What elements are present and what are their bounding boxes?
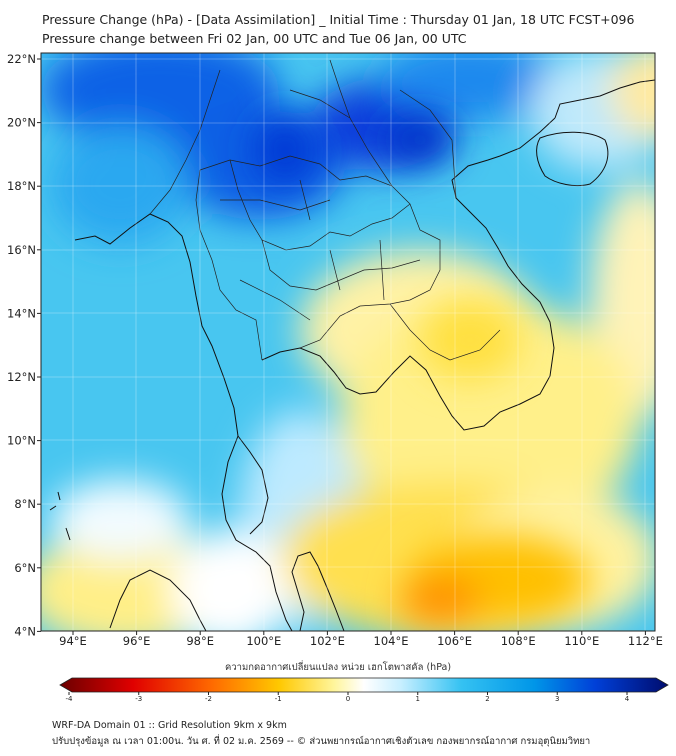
- map-subtitle: Pressure change between Fri 02 Jan, 00 U…: [42, 31, 467, 46]
- lon-tick-label: 110°E: [564, 634, 599, 648]
- colorbar-tick-label: -1: [275, 695, 282, 703]
- map-title: Pressure Change (hPa) - [Data Assimilati…: [42, 12, 635, 27]
- lat-tick-label: 14°N: [7, 306, 36, 320]
- lon-tick-label: 96°E: [123, 634, 151, 648]
- lat-tick-label: 4°N: [14, 624, 36, 638]
- lon-tick-label: 104°E: [374, 634, 409, 648]
- footer-credits: ปรับปรุงข้อมูล ณ เวลา 01:00น. วัน ศ. ที่…: [52, 736, 591, 747]
- lat-tick-label: 16°N: [7, 243, 36, 257]
- lon-tick-label: 94°E: [59, 634, 87, 648]
- longitude-ticks: 94°E 96°E 98°E 100°E 102°E 104°E 106°E 108°E 110…: [59, 631, 663, 648]
- lon-tick-label: 106°E: [437, 634, 472, 648]
- province-borders: [149, 59, 501, 361]
- graticule: [41, 53, 655, 631]
- lat-tick-label: 20°N: [7, 116, 36, 130]
- lat-tick-label: 6°N: [14, 561, 36, 575]
- lon-tick-label: 100°E: [246, 634, 281, 648]
- lon-tick-label: 108°E: [501, 634, 536, 648]
- colorbar-tick-label: 4: [625, 695, 630, 703]
- colorbar-tick-label: 2: [485, 695, 489, 703]
- coastlines: [49, 79, 655, 631]
- colorbar-tick-label: -2: [205, 695, 212, 703]
- colorbar-tick-label: -4: [66, 695, 74, 703]
- lon-tick-label: 112°E: [628, 634, 663, 648]
- lat-tick-label: 8°N: [14, 497, 36, 511]
- colorbar-ticks: -4 -3 -2 -1 0 1 2 3 4: [66, 692, 630, 703]
- map-frame: [40, 52, 656, 632]
- lat-tick-label: 22°N: [7, 52, 36, 66]
- colorbar-tick-label: 1: [416, 695, 420, 703]
- lat-tick-label: 12°N: [7, 370, 36, 384]
- pressure-field: [41, 53, 655, 631]
- lat-tick-label: 18°N: [7, 179, 36, 193]
- lat-tick-label: 10°N: [7, 434, 36, 448]
- colorbar-tick-label: 3: [555, 695, 559, 703]
- colorbar-tick-label: 0: [346, 695, 350, 703]
- latitude-ticks: 22°N 20°N 18°N 16°N 14°N 12°N 10°N 8°N 6°N 4°N: [7, 52, 41, 638]
- lon-tick-label: 98°E: [186, 634, 214, 648]
- colorbar-title: ความกดอากาศเปลี่ยนแปลง หน่วย เฮกโตพาสคัล…: [224, 662, 452, 673]
- colorbar-tick-label: -3: [135, 695, 142, 703]
- colorbar: -4 -3 -2 -1 0 1 2 3 4: [59, 677, 669, 703]
- footer-domain-info: WRF-DA Domain 01 :: Grid Resolution 9km …: [52, 720, 287, 731]
- lon-tick-label: 102°E: [310, 634, 345, 648]
